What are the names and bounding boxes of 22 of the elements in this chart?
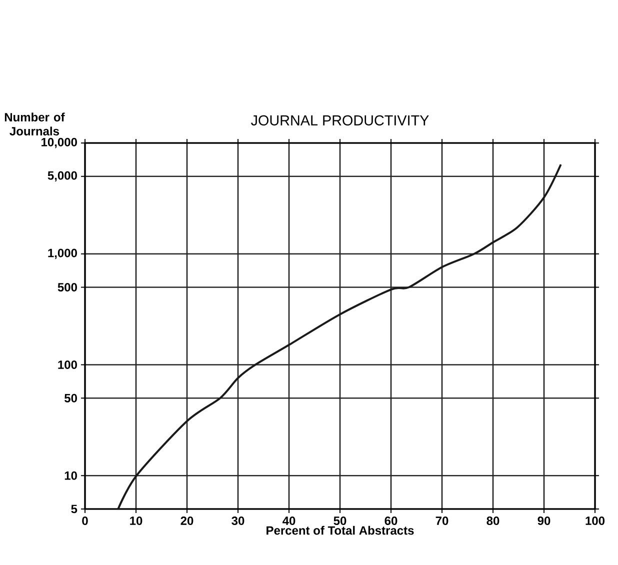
x-tick-label: 70 [436, 516, 448, 526]
x-tick-label: 40 [282, 516, 296, 526]
y-tick-label: 5,000 [48, 171, 77, 182]
y-tick-label: 50 [64, 394, 77, 402]
x-tick-label: 20 [180, 516, 194, 526]
x-tick-label: 30 [232, 516, 244, 526]
chart-title: JOURNAL PRODUCTIVITY [251, 115, 429, 126]
y-tick-label: 500 [58, 283, 77, 292]
x-tick-label: 100 [586, 516, 605, 526]
x-axis-title: Percent of Total Abstracts [266, 526, 414, 535]
y-tick-label: 5 [71, 504, 78, 514]
y-tick-label: 100 [58, 360, 77, 369]
x-tick-label: 10 [130, 516, 142, 526]
y-tick-label: 10,000 [42, 138, 77, 148]
x-tick-label: 0 [82, 516, 88, 526]
y-tick-label: 1,000 [48, 248, 77, 259]
x-tick-label: 90 [538, 516, 550, 526]
y-tick-label: 10 [64, 471, 77, 480]
y-axis-title: Number of Journals [4, 112, 65, 136]
x-tick-label: 50 [334, 516, 346, 526]
x-tick-label: 80 [486, 516, 500, 526]
x-tick-label: 60 [384, 516, 398, 526]
